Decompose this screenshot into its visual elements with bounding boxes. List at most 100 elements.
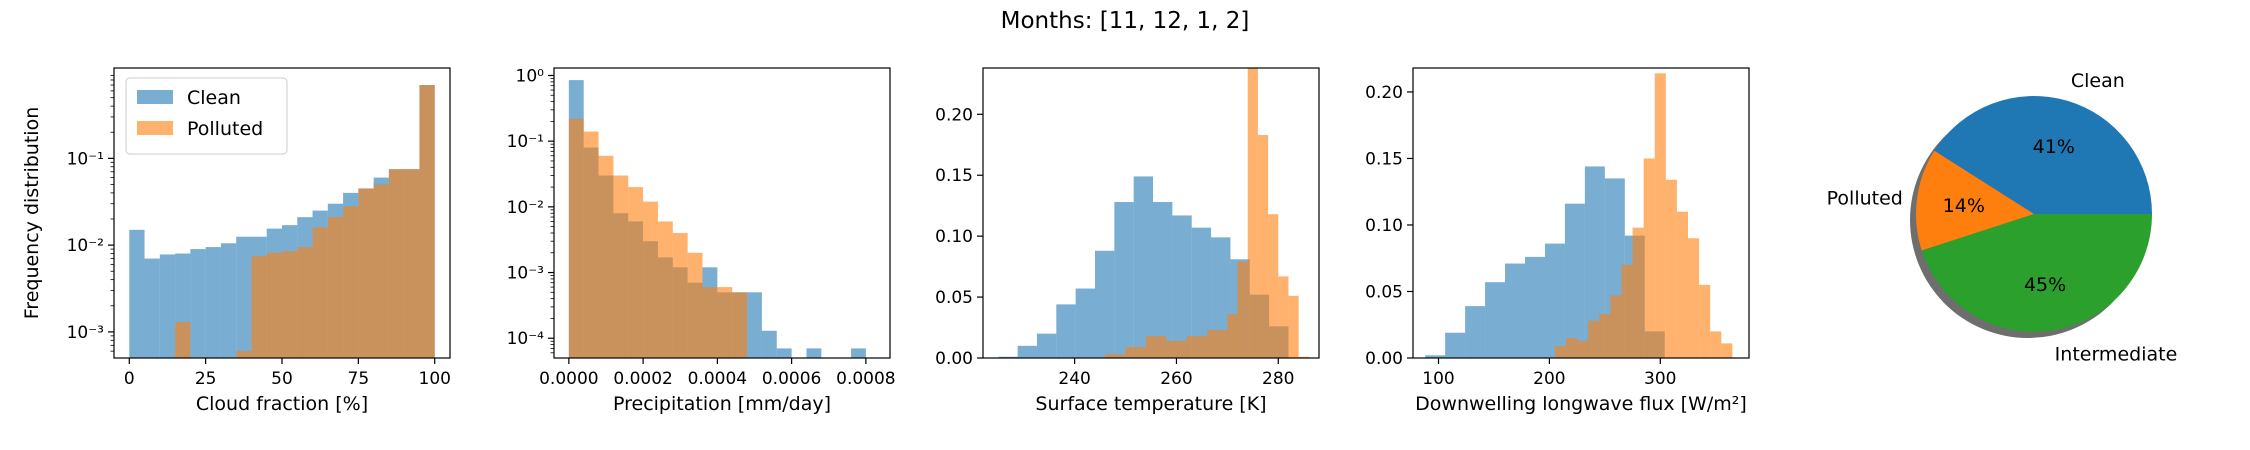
bar-clean-4 — [190, 249, 206, 358]
bar-clean-10 — [1191, 227, 1212, 358]
bar-polluted-6 — [1621, 264, 1633, 358]
bar-polluted-6 — [657, 221, 673, 358]
x-tick-label: 50 — [271, 369, 293, 389]
y-tick-label: 10⁻⁴ — [507, 329, 545, 349]
bar-clean-5 — [1095, 250, 1115, 358]
bar-polluted-14 — [343, 206, 359, 358]
x-tick-label: 0.0002 — [613, 369, 672, 389]
bar-clean-14 — [776, 348, 792, 358]
bar-polluted-12 — [1227, 314, 1238, 358]
bar-polluted-11 — [1217, 329, 1228, 358]
x-tick-label: 0.0006 — [762, 369, 821, 389]
bar-polluted-5 — [643, 201, 658, 358]
series-polluted — [1554, 73, 1733, 358]
bar-polluted-15 — [1721, 343, 1733, 358]
bar-polluted-17 — [388, 169, 405, 358]
bar-polluted-3 — [1135, 347, 1146, 358]
histogram-panel-2: 0.0000 0.0002 0.0004 0.0006 0.0008 10⁻⁴ 10⁻³ 10… — [507, 66, 896, 415]
bar-polluted-0 — [568, 118, 584, 358]
figure-title: Months: [11, 12, 1, 2] — [1001, 8, 1250, 34]
x-tick-label: 100 — [419, 369, 451, 389]
bar-clean-2 — [159, 254, 176, 358]
bar-polluted-13 — [327, 217, 344, 358]
bar-clean-11 — [1211, 237, 1231, 358]
pie-slice-clean — [1934, 96, 2152, 214]
y-tick-label: 10⁻³ — [507, 264, 544, 284]
x-axis-label: Cloud fraction [%] — [196, 393, 368, 415]
bar-polluted-14 — [1710, 331, 1722, 358]
bar-polluted-8 — [251, 255, 267, 358]
bar-polluted-8 — [1186, 336, 1197, 358]
bar-polluted-10 — [1207, 329, 1218, 358]
y-axis-label: Frequency distribution — [21, 107, 43, 319]
y-tick-label: 0.00 — [935, 349, 973, 369]
x-axis-label: Surface temperature [K] — [1035, 393, 1266, 415]
bar-polluted-15 — [1257, 135, 1269, 358]
series-polluted — [175, 85, 435, 359]
bar-clean-1 — [1017, 345, 1037, 358]
bar-polluted-18 — [404, 169, 420, 358]
x-tick-label: 240 — [1058, 369, 1090, 389]
bar-polluted-15 — [358, 188, 374, 358]
y-tick-label: 0.15 — [935, 166, 973, 186]
bar-clean-4 — [1505, 263, 1525, 358]
bar-clean-7 — [236, 236, 252, 358]
bar-polluted-5 — [1610, 295, 1622, 358]
bar-clean-1 — [144, 258, 160, 358]
legend-swatch-clean — [137, 90, 173, 104]
bar-polluted-7 — [1176, 340, 1187, 358]
bar-polluted-1 — [1566, 338, 1578, 358]
y-tick-label: 0.10 — [935, 227, 973, 247]
bar-polluted-1 — [1115, 354, 1126, 358]
y-tick-label: 0.05 — [1365, 282, 1403, 302]
y-tick-label: 10⁻² — [507, 198, 544, 218]
bar-clean-13 — [761, 330, 777, 358]
pie-slice-polluted — [1916, 150, 2034, 251]
bar-clean-3 — [1485, 282, 1506, 358]
bar-clean-6 — [220, 243, 237, 358]
bar-polluted-11 — [1676, 211, 1689, 358]
bar-polluted-8 — [687, 252, 703, 358]
bar-polluted-14 — [1247, 68, 1258, 358]
x-tick-label: 25 — [195, 369, 217, 389]
pie-label-polluted: Polluted — [1827, 187, 1903, 209]
bar-polluted-0 — [1105, 354, 1116, 358]
bar-polluted-2 — [598, 155, 614, 358]
bar-polluted-4 — [1145, 336, 1157, 358]
bar-clean-7 — [1133, 176, 1154, 358]
bar-polluted-6 — [1166, 340, 1177, 358]
bar-clean-9 — [1172, 215, 1192, 358]
bar-polluted-12 — [312, 227, 328, 358]
bar-polluted-13 — [1237, 261, 1248, 358]
bar-polluted-8 — [1643, 158, 1655, 358]
bar-polluted-4 — [628, 187, 644, 358]
y-tick-label: 0.20 — [1365, 83, 1403, 103]
histogram-panel-3: 240 260 280 0.00 0.05 0.10 0.15 0.20 Surface tem… — [935, 67, 1320, 415]
bar-polluted-2 — [1125, 347, 1136, 358]
pie-pct-intermediate: 45% — [2024, 274, 2066, 296]
bar-polluted-9 — [266, 252, 282, 358]
bar-polluted-3 — [1588, 320, 1600, 358]
x-tick-label: 0.0000 — [539, 369, 598, 389]
pie-slice-intermediate — [1921, 214, 2152, 332]
legend-label-polluted: Polluted — [187, 118, 263, 140]
bar-clean-6 — [1544, 243, 1565, 358]
bar-polluted-9 — [1654, 73, 1666, 358]
bar-polluted-13 — [1699, 284, 1711, 358]
x-axis-label: Downwelling longwave flux [W/m²] — [1415, 393, 1747, 415]
x-tick-label: 0.0004 — [688, 369, 747, 389]
bar-polluted-10 — [282, 251, 298, 358]
bar-clean-7 — [1564, 203, 1585, 358]
y-tick-label: 0.15 — [1365, 149, 1403, 169]
x-tick-label: 0.0008 — [836, 369, 895, 389]
axes-frame — [1412, 67, 1750, 359]
bar-polluted-17 — [1278, 276, 1289, 358]
bar-polluted-19 — [1298, 356, 1309, 358]
x-tick-label: 300 — [1644, 369, 1676, 389]
x-axis-label: Precipitation [mm/day] — [613, 393, 831, 415]
y-tick-label: 10⁻¹ — [507, 132, 544, 152]
legend: Clean Polluted — [125, 77, 288, 155]
series-polluted — [1105, 68, 1309, 358]
bar-polluted-10 — [1665, 179, 1677, 358]
